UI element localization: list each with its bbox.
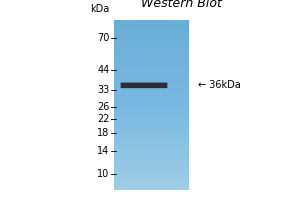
Text: 18: 18 [97, 128, 110, 138]
Text: 22: 22 [97, 114, 110, 124]
Text: Western Blot: Western Blot [141, 0, 222, 10]
Text: 14: 14 [97, 146, 110, 156]
FancyBboxPatch shape [121, 83, 167, 88]
Text: 26: 26 [97, 102, 110, 112]
Text: 33: 33 [97, 85, 110, 95]
Text: 44: 44 [97, 65, 110, 75]
Text: kDa: kDa [90, 4, 110, 14]
Text: 70: 70 [97, 33, 110, 43]
Text: 10: 10 [97, 169, 110, 179]
Text: ← 36kDa: ← 36kDa [198, 80, 241, 90]
